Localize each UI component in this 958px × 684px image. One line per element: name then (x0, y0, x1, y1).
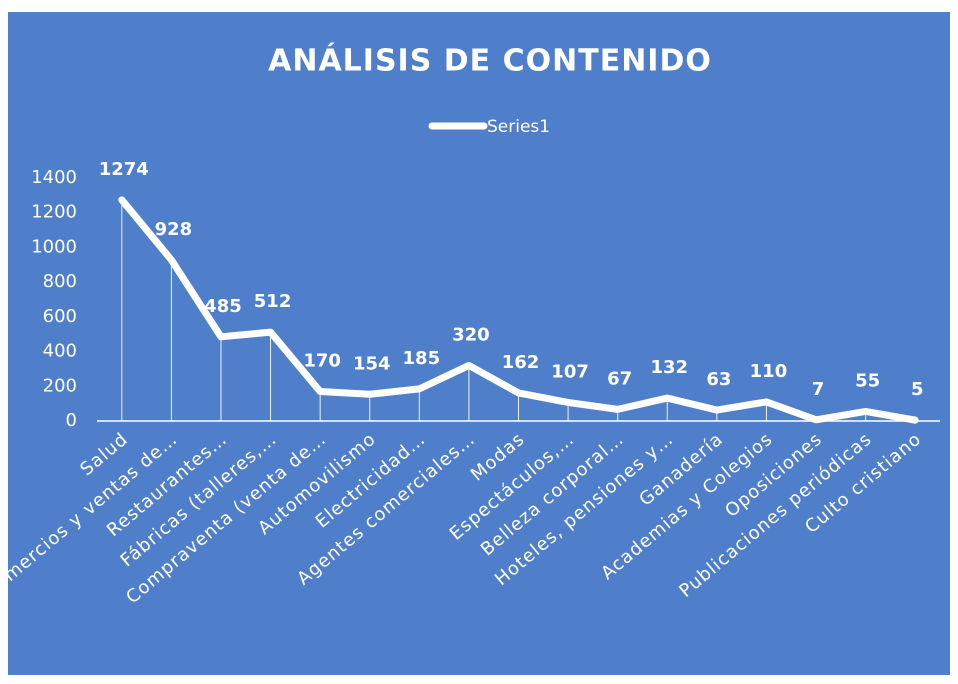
y-tick-label: 0 (66, 410, 77, 431)
data-label: 107 (551, 361, 589, 382)
series-line (118, 196, 919, 424)
data-label: 132 (650, 357, 688, 378)
data-label: 63 (706, 369, 731, 390)
data-label: 928 (155, 219, 193, 240)
data-label: 5 (911, 379, 924, 400)
data-label: 162 (502, 352, 540, 373)
y-tick-label: 200 (43, 375, 77, 396)
data-label: 170 (303, 350, 341, 371)
data-label: 512 (254, 291, 292, 312)
y-tick-label: 800 (43, 271, 77, 292)
y-tick-label: 1200 (31, 202, 77, 223)
data-label: 110 (750, 361, 788, 382)
data-label: 185 (403, 348, 441, 369)
y-tick-label: 400 (43, 341, 77, 362)
y-tick-label: 600 (43, 306, 77, 327)
data-label: 485 (204, 296, 242, 317)
chart-title: ANÁLISIS DE CONTENIDO (268, 43, 712, 79)
y-tick-label: 1400 (31, 167, 77, 188)
legend-label: Series1 (487, 117, 550, 137)
data-label: 154 (353, 353, 391, 374)
data-label: 1274 (99, 159, 149, 180)
y-tick-label: 1000 (31, 236, 77, 257)
data-label: 320 (452, 324, 490, 345)
data-label: 55 (855, 370, 880, 391)
data-label: 7 (812, 379, 825, 400)
data-label: 67 (607, 368, 632, 389)
